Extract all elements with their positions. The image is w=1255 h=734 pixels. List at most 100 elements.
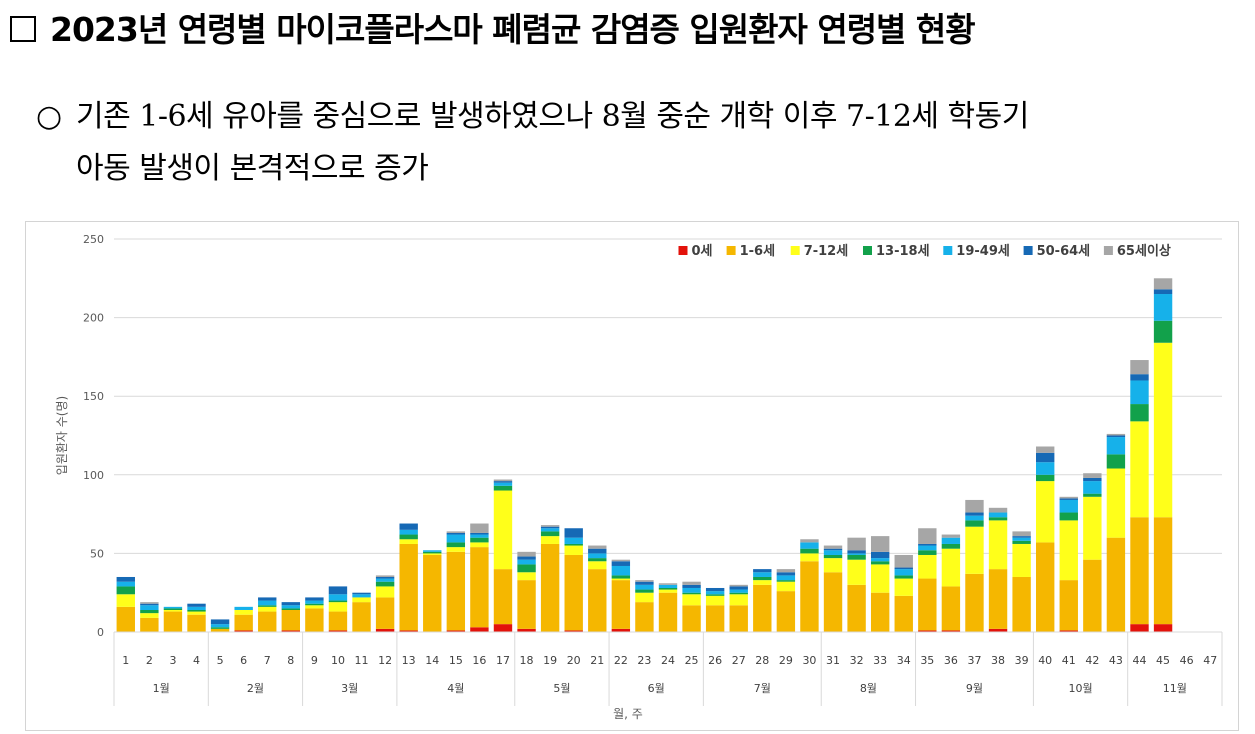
bar-segment [352, 594, 371, 598]
x-tick-label: 45 [1156, 654, 1170, 667]
x-tick-label: 18 [520, 654, 534, 667]
bar-segment [753, 584, 772, 632]
x-tick-label: 19 [543, 654, 557, 667]
bar-segment [894, 569, 913, 576]
y-tick-label: 200 [83, 312, 104, 325]
x-tick-label: 8 [287, 654, 294, 667]
bar-segment [305, 605, 324, 609]
bar-segment [116, 606, 135, 632]
bar-segment [941, 586, 961, 631]
x-tick-label: 32 [850, 654, 864, 667]
bar-segment [1083, 473, 1102, 478]
bar-segment [847, 553, 866, 555]
bar-segment [375, 586, 395, 598]
bar-segment [918, 554, 937, 579]
bar-segment [1130, 624, 1149, 632]
bar-segment [729, 594, 748, 606]
x-tick-label: 16 [472, 654, 486, 667]
bar-segment [1012, 531, 1031, 537]
bar-segment [564, 543, 583, 546]
legend-swatch [1023, 246, 1033, 255]
bar-segment [375, 597, 395, 629]
bar-segment [658, 583, 678, 585]
bar-segment [800, 553, 819, 562]
bar-segment [140, 617, 159, 632]
x-tick-label: 2 [146, 654, 153, 667]
page-title-text: 2023년 연령별 마이코플라스마 폐렴균 감염증 입원환자 연령별 현황 [50, 10, 976, 49]
bar-segment [281, 609, 300, 631]
x-tick-label: 40 [1038, 654, 1052, 667]
bar-segment [1153, 289, 1173, 295]
bar-segment [870, 561, 890, 565]
bar-segment [611, 575, 631, 579]
x-tick-label: 22 [614, 654, 628, 667]
bar-segment [352, 602, 371, 632]
page-title: 2023년 연령별 마이코플라스마 폐렴균 감염증 입원환자 연령별 현황 [10, 10, 976, 50]
bar-segment [894, 575, 913, 579]
bar-segment [1153, 320, 1173, 343]
bar-segment [588, 569, 607, 632]
bar-segment [1153, 517, 1173, 625]
bar-segment [870, 564, 890, 593]
bar-segment [517, 559, 536, 565]
bar-segment [847, 550, 866, 554]
bar-segment [611, 559, 631, 562]
bar-segment [870, 536, 890, 552]
y-tick-label: 150 [83, 390, 104, 403]
bar-segment [729, 586, 748, 590]
bar-segment [423, 554, 442, 632]
bar-segment [1083, 496, 1102, 560]
bar-segment [776, 580, 796, 582]
bar-segment [1106, 433, 1126, 436]
bar-segment [399, 630, 418, 632]
bar-segment [1059, 580, 1078, 631]
bar-segment [918, 630, 937, 632]
y-axis-title: 입원환자 수(명) [55, 396, 69, 475]
month-label: 6월 [648, 682, 665, 695]
x-tick-label: 42 [1085, 654, 1099, 667]
bar-segment [941, 537, 961, 544]
bar-segment [305, 597, 324, 601]
bar-segment [399, 523, 418, 530]
x-tick-label: 15 [449, 654, 463, 667]
bar-segment [776, 575, 796, 581]
bar-segment [1036, 452, 1055, 463]
bar-segment [116, 594, 135, 607]
bar-segment [1036, 474, 1055, 482]
bar-segment [328, 586, 348, 595]
bar-segment [1106, 537, 1126, 632]
bar-segment [894, 595, 913, 632]
bar-segment [1083, 477, 1102, 482]
x-tick-label: 37 [967, 654, 981, 667]
y-tick-label: 50 [90, 547, 104, 560]
x-tick-label: 44 [1132, 654, 1146, 667]
bar-segment [1059, 499, 1078, 513]
bar-segment [611, 565, 631, 576]
bar-segment [517, 628, 536, 632]
bar-segment [1012, 543, 1031, 577]
bar-segment [894, 578, 913, 596]
month-label: 10월 [1068, 682, 1092, 695]
bar-segment [635, 592, 654, 603]
legend-swatch [678, 246, 688, 255]
month-label: 2월 [247, 682, 264, 695]
bar-segment [399, 529, 418, 535]
bar-segment [234, 630, 253, 632]
bar-segment [588, 558, 607, 562]
bar-segment [140, 609, 159, 614]
bar-segment [894, 554, 913, 568]
bar-segment [658, 587, 678, 590]
bar-segment [635, 581, 654, 585]
bar-segment [446, 531, 466, 533]
x-tick-label: 36 [944, 654, 958, 667]
x-tick-label: 26 [708, 654, 722, 667]
month-label: 1월 [153, 682, 170, 695]
bar-segment [753, 576, 772, 581]
bar-segment [1059, 512, 1078, 521]
bar-segment [682, 594, 701, 606]
y-tick-label: 100 [83, 469, 104, 482]
bar-segment [800, 539, 819, 543]
x-axis-title: 월, 주 [613, 707, 643, 721]
bar-segment [446, 551, 466, 631]
bar-segment [941, 630, 961, 632]
